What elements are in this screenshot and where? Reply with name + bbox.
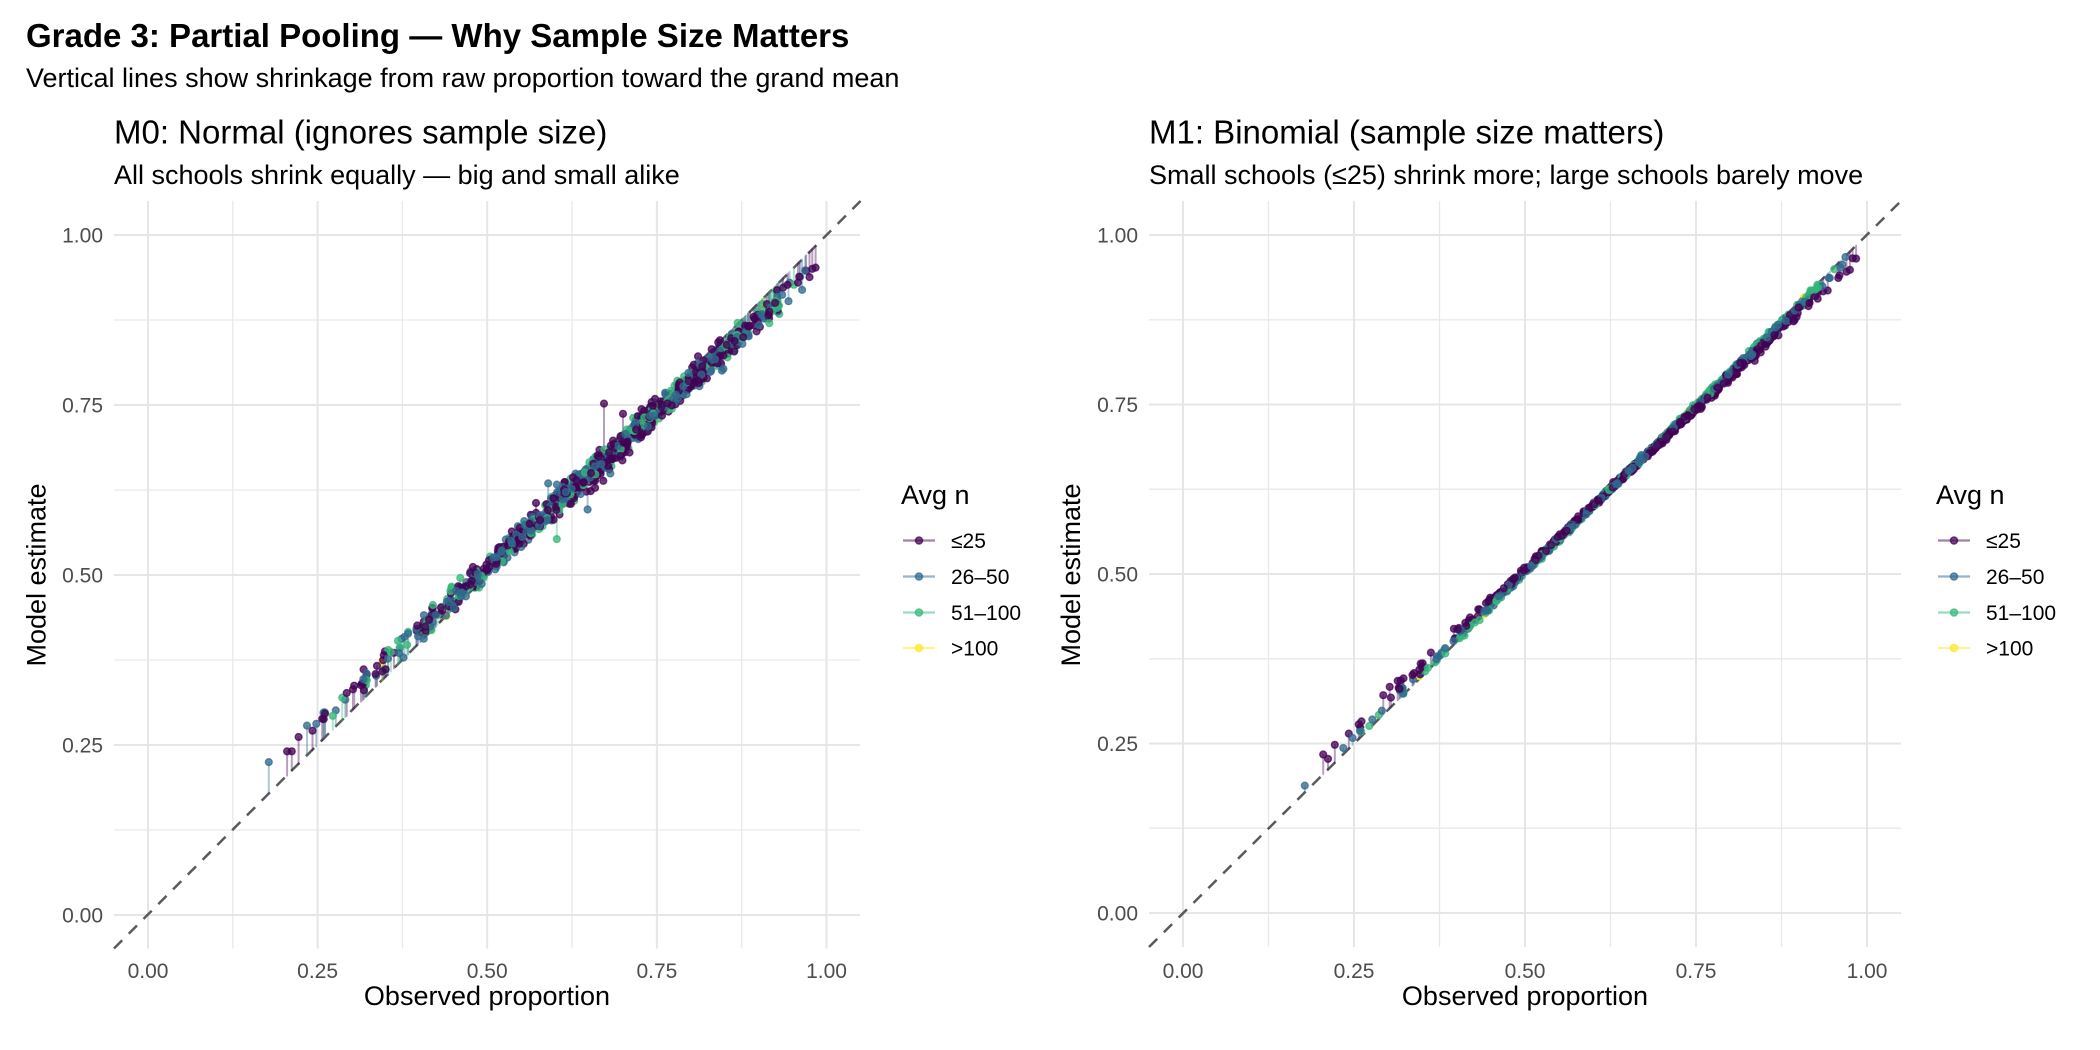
- svg-text:Avg n: Avg n: [1936, 480, 2005, 510]
- svg-text:1.00: 1.00: [1097, 225, 1138, 248]
- svg-text:Avg n: Avg n: [901, 480, 970, 510]
- svg-text:0.25: 0.25: [1097, 733, 1138, 756]
- svg-text:Small schools (≤25) shrink mor: Small schools (≤25) shrink more; large s…: [1149, 160, 1863, 190]
- svg-text:0.25: 0.25: [297, 960, 338, 983]
- svg-text:0.25: 0.25: [1334, 960, 1375, 983]
- svg-text:0.50: 0.50: [467, 960, 508, 983]
- svg-text:Model estimate: Model estimate: [1056, 483, 1086, 666]
- svg-text:Grade 3: Partial Pooling — Why: Grade 3: Partial Pooling — Why Sample Si…: [26, 17, 849, 54]
- svg-text:All schools shrink equally — b: All schools shrink equally — big and sma…: [114, 160, 680, 190]
- svg-text:0.00: 0.00: [1097, 903, 1138, 926]
- svg-text:0.00: 0.00: [1163, 960, 1204, 983]
- svg-text:26–50: 26–50: [1986, 566, 2044, 589]
- svg-text:Observed proportion: Observed proportion: [1402, 981, 1648, 1011]
- svg-text:0.75: 0.75: [636, 960, 677, 983]
- svg-text:1.00: 1.00: [1847, 960, 1888, 983]
- svg-text:≤25: ≤25: [1986, 530, 2021, 553]
- svg-text:0.50: 0.50: [1505, 960, 1546, 983]
- svg-text:>100: >100: [951, 638, 998, 661]
- svg-text:1.00: 1.00: [806, 960, 847, 983]
- svg-text:0.00: 0.00: [62, 905, 103, 928]
- svg-text:Vertical lines show shrinkage: Vertical lines show shrinkage from raw p…: [26, 63, 899, 93]
- svg-text:51–100: 51–100: [951, 602, 1021, 625]
- svg-text:1.00: 1.00: [62, 225, 103, 248]
- svg-text:Observed proportion: Observed proportion: [364, 981, 610, 1011]
- svg-text:0.75: 0.75: [1097, 394, 1138, 417]
- svg-text:26–50: 26–50: [951, 566, 1009, 589]
- svg-text:>100: >100: [1986, 638, 2033, 661]
- svg-text:0.25: 0.25: [62, 735, 103, 758]
- svg-text:0.50: 0.50: [62, 565, 103, 588]
- svg-text:0.75: 0.75: [62, 395, 103, 418]
- svg-text:≤25: ≤25: [951, 530, 986, 553]
- svg-text:M1: Binomial (sample size matt: M1: Binomial (sample size matters): [1149, 114, 1664, 151]
- svg-text:0.00: 0.00: [128, 960, 169, 983]
- svg-text:0.50: 0.50: [1097, 564, 1138, 587]
- svg-text:51–100: 51–100: [1986, 602, 2056, 625]
- svg-text:0.75: 0.75: [1676, 960, 1717, 983]
- svg-text:Model estimate: Model estimate: [22, 483, 52, 666]
- svg-text:M0: Normal (ignores sample siz: M0: Normal (ignores sample size): [114, 114, 607, 151]
